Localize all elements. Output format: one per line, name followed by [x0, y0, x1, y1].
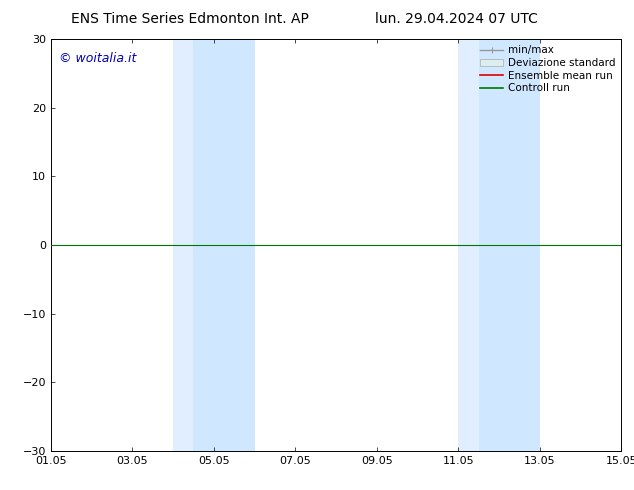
- Bar: [458, 39, 479, 451]
- Text: lun. 29.04.2024 07 UTC: lun. 29.04.2024 07 UTC: [375, 12, 538, 26]
- Legend: min/max, Deviazione standard, Ensemble mean run, Controll run: min/max, Deviazione standard, Ensemble m…: [477, 42, 618, 97]
- Text: © woitalia.it: © woitalia.it: [59, 51, 137, 65]
- Bar: [193, 39, 254, 451]
- Bar: [173, 39, 193, 451]
- Bar: [479, 39, 540, 451]
- Text: ENS Time Series Edmonton Int. AP: ENS Time Series Edmonton Int. AP: [71, 12, 309, 26]
